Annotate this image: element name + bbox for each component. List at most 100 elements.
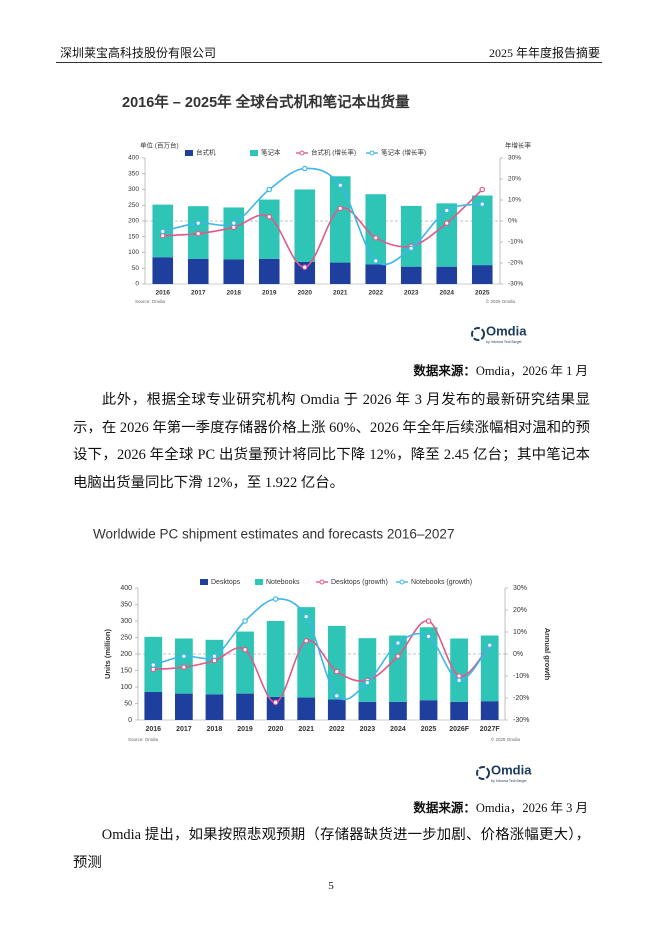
x-tick-label: 2025 [421,726,437,733]
paragraph: Omdia 提出，如果按照悲观预期（存储器缺货进一步加剧、价格涨幅更大），预测 [73,827,590,871]
y-tick-label: 250 [120,634,132,641]
x-tick-label: 2018 [207,726,223,733]
growth-point [266,186,273,193]
x-tick-label: 2016 [146,726,162,733]
x-tick-label: 2024 [390,726,406,733]
growth-line [153,598,491,701]
x-tick-label: 2019 [262,290,277,297]
bar [400,205,422,267]
growth-point [372,258,379,264]
y2-tick-label: 10% [513,629,527,636]
bar [419,627,438,701]
logo-mark [476,766,490,780]
x-tick-label: 2016 [156,290,171,297]
bar [436,266,458,284]
chart-title: 2016年 – 2025年 全球台式机和笔记本出货量 [122,93,410,111]
legend-label: Notebooks [266,579,300,586]
y2-tick-label: -20% [513,695,529,702]
logo-sub: by Informa TechTarget [491,779,527,783]
growth-point [272,699,279,706]
bar [400,266,422,284]
growth-point [242,646,248,653]
y-tick-label: 0 [135,281,139,288]
growth-point [425,618,432,624]
header-rule [56,62,602,63]
bar [450,701,468,720]
growth-point [486,642,493,649]
y-tick-label: 300 [120,618,132,625]
x-tick-label: 2017 [191,290,206,297]
bar [205,639,224,695]
legend-label: Desktops [211,579,241,586]
y2-tick-label: 20% [508,176,521,183]
bar [175,693,193,720]
y2-tick-label: -20% [508,260,523,267]
x-tick-label: 2022 [369,290,384,297]
growth-point [443,220,450,226]
bar [327,699,346,720]
logo: Omdia [486,323,527,338]
legend-swatch [185,150,193,156]
bar [329,262,351,284]
caption-label: 数据来源： [413,801,476,815]
growth-point [181,664,187,671]
growth-point [301,264,308,271]
bar [365,194,387,265]
y2-tick-label: 30% [508,155,521,162]
bar [358,638,377,702]
y-tick-label: 200 [120,651,132,658]
y-tick-label: 0 [128,717,132,724]
logo-mark [471,327,485,341]
growth-point [408,245,415,252]
y-tick-label: 100 [128,249,139,256]
legend-swatch [319,579,325,585]
bar [358,701,377,720]
growth-point [333,668,340,675]
y-axis-label: 单位 (百万台) [140,141,179,150]
y-tick-label: 200 [128,218,139,225]
caption-text: Omdia，2026 年 1 月 [475,364,588,378]
growth-point [303,613,310,620]
bar [152,257,174,284]
y-tick-label: 100 [120,684,132,691]
bar [471,195,493,266]
bar [236,693,254,720]
growth-point [150,666,157,673]
caption-label: 数据来源： [413,364,476,378]
legend-label: 台式机 [196,148,216,157]
y-tick-label: 150 [120,667,132,674]
x-tick-label: 2023 [404,290,419,297]
bar [205,694,224,720]
y-tick-label: 150 [128,233,139,240]
legend-swatch [369,150,375,156]
bar [389,701,407,720]
legend-swatch [399,579,405,585]
growth-point [479,201,486,208]
growth-line [162,188,483,268]
page-number: 5 [328,880,334,892]
legend-swatch [200,579,208,585]
chart-title: Worldwide PC shipment estimates and fore… [93,527,454,542]
chart: 2016年 – 2025年 全球台式机和笔记本出货量 0 50 100 150 200 25… [122,93,532,344]
copyright: © 2025 Omdia [491,736,521,742]
bar [297,607,316,698]
legend-label: 笔记本 [261,148,281,157]
y2-axis-label: 年增长率 [505,141,532,150]
y-tick-label: 250 [128,202,139,209]
x-tick-label: 2025 [475,290,490,297]
y-axis-label: Units (million) [103,629,112,679]
y2-axis-label: Annual growth [543,628,552,681]
growth-point [364,679,371,686]
growth-point [195,230,202,237]
y-tick-label: 300 [128,186,139,193]
y2-tick-label: 0% [508,218,518,225]
bar [187,258,209,284]
x-tick-label: 2026F [449,726,470,733]
header-left: 深圳莱宝高科技股份有限公司 [60,46,217,60]
y-tick-label: 50 [124,700,132,707]
y2-tick-label: -30% [508,281,523,288]
y2-tick-label: 30% [513,585,527,592]
copyright: © 2025 Omdia [486,298,516,304]
growth-point [456,673,462,679]
